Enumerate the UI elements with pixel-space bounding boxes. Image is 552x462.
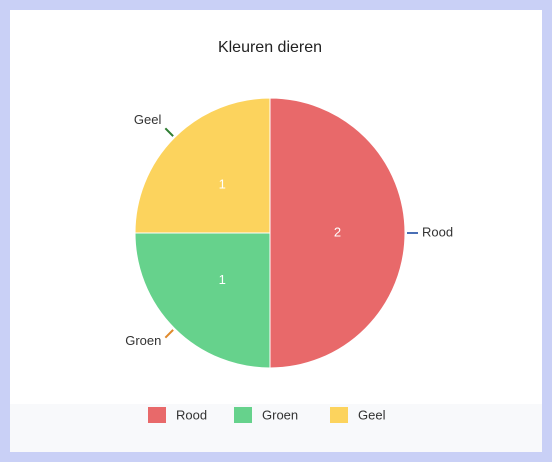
legend-strip <box>10 404 542 452</box>
pie-slice <box>134 232 271 369</box>
legend-label: Groen <box>262 407 298 422</box>
legend-label: Rood <box>176 407 207 422</box>
label-line <box>164 127 174 137</box>
pie-slice <box>269 97 406 369</box>
legend-label: Geel <box>358 407 386 422</box>
legend-swatch <box>330 407 348 423</box>
legend-swatch <box>234 407 252 423</box>
data-label: 1 <box>219 177 226 192</box>
slice-label: Groen <box>125 333 161 348</box>
slice-label: Rood <box>422 224 453 239</box>
chart-title: Kleuren dieren <box>218 39 322 56</box>
label-line <box>164 329 174 339</box>
legend-swatch <box>148 407 166 423</box>
data-label: 2 <box>334 224 341 239</box>
slice-label: Geel <box>134 112 162 127</box>
data-label: 1 <box>219 272 226 287</box>
pie-slice <box>134 97 271 234</box>
